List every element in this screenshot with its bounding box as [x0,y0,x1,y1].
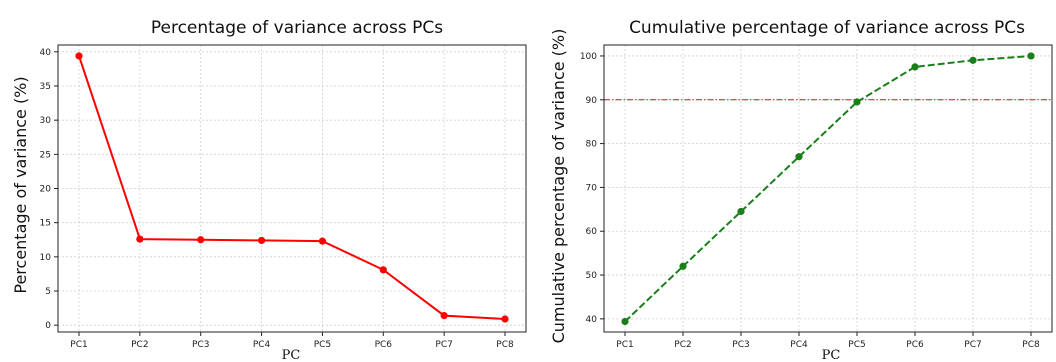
x-tick-label: PC7 [964,340,981,350]
axes: PC1 PC2 PC3 PC4 PC5 PC6 PC7 PC8 40 50 60 70 80 90 100 [580,44,1053,350]
series-line [78,55,506,320]
y-tick-label: 15 [40,219,51,229]
data-point [679,262,687,270]
y-axis-label: Cumulative percentage of variance (%) [549,29,568,344]
x-tick-label: PC5 [314,340,331,350]
plot-marks [604,52,1052,326]
y-tick-label: 80 [586,140,598,150]
data-point [1027,52,1035,60]
data-point [440,312,448,320]
axes: PC1 PC2 PC3 PC4 PC5 PC6 PC7 PC8 0 5 10 15 20 25 30 35 40 [40,44,527,350]
x-tick-label: PC7 [435,340,452,350]
data-point [969,56,977,64]
y-tick-label: 25 [40,150,51,160]
data-point [911,63,919,71]
data-point [621,317,629,326]
data-point [853,98,861,106]
x-tick-label: PC2 [674,340,691,350]
y-tick-label: 30 [40,116,52,126]
x-tick-label: PC3 [192,340,209,350]
x-tick-label: PC4 [253,340,271,350]
x-tick-label: PC5 [848,340,865,350]
y-tick-label: 10 [40,253,52,263]
x-tick-label: PC8 [1022,340,1040,350]
data-point [501,315,509,323]
x-axis-label: PC [282,348,301,362]
y-tick-label: 35 [40,82,51,92]
variance-chart: Percentage of variance across PCs Percen… [11,18,527,362]
chart-title: Cumulative percentage of variance across… [629,18,1025,38]
data-point [75,52,83,60]
data-point [379,266,387,274]
y-tick-label: 0 [45,321,51,331]
chart-title: Percentage of variance across PCs [151,18,443,38]
y-axis-label: Percentage of variance (%) [11,76,30,293]
grid [604,45,1052,332]
y-tick-label: 100 [580,52,597,62]
x-tick-label: PC1 [70,340,87,350]
y-tick-label: 20 [40,185,52,195]
x-axis-label: PC [822,348,841,362]
x-tick-label: PC1 [616,340,633,350]
x-tick-label: PC6 [906,340,924,350]
y-tick-label: 60 [586,227,598,237]
data-point [795,153,803,161]
series-line [624,55,1032,323]
x-tick-label: PC2 [131,340,148,350]
plot-frame [603,44,1053,333]
y-tick-label: 5 [45,287,51,297]
plot-marks [75,52,509,323]
y-tick-label: 50 [586,271,598,281]
grid [58,45,526,332]
data-point [318,237,327,245]
data-point [197,236,205,244]
data-point [737,207,745,216]
x-tick-label: PC8 [496,340,514,350]
x-tick-label: PC3 [732,340,749,350]
cumulative-variance-chart: Cumulative percentage of variance across… [549,18,1053,362]
y-tick-label: 40 [40,48,52,58]
y-tick-label: 40 [586,315,598,325]
y-tick-label: 90 [586,96,598,106]
y-tick-label: 70 [586,183,598,193]
data-point [257,236,266,245]
data-point [136,235,144,243]
x-tick-label: PC6 [375,340,393,350]
x-tick-label: PC4 [790,340,808,350]
